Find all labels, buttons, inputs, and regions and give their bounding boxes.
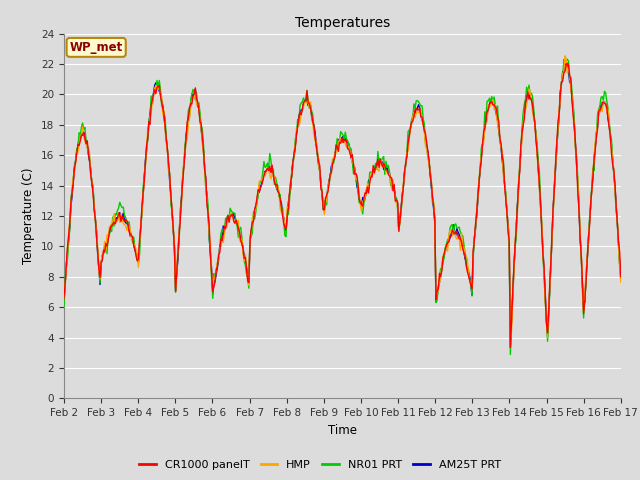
AM25T PRT <box>561 61 569 67</box>
CR1000 panelT <box>60 295 68 301</box>
CR1000 panelT <box>469 249 477 254</box>
CR1000 panelT <box>506 345 514 350</box>
NR01 PRT <box>295 122 303 128</box>
NR01 PRT <box>568 89 576 95</box>
CR1000 panelT <box>234 221 241 227</box>
AM25T PRT <box>617 277 625 283</box>
CR1000 panelT <box>372 165 380 170</box>
HMP <box>469 249 477 254</box>
HMP <box>568 93 576 98</box>
NR01 PRT <box>372 161 380 167</box>
NR01 PRT <box>563 56 571 62</box>
HMP <box>506 343 514 349</box>
AM25T PRT <box>506 344 514 350</box>
Y-axis label: Temperature (C): Temperature (C) <box>22 168 35 264</box>
HMP <box>399 196 406 202</box>
NR01 PRT <box>506 352 514 358</box>
HMP <box>372 166 380 172</box>
AM25T PRT <box>568 96 576 101</box>
NR01 PRT <box>399 193 406 199</box>
Line: AM25T PRT: AM25T PRT <box>64 64 621 347</box>
Text: WP_met: WP_met <box>70 41 123 54</box>
X-axis label: Time: Time <box>328 424 357 437</box>
Legend: CR1000 panelT, HMP, NR01 PRT, AM25T PRT: CR1000 panelT, HMP, NR01 PRT, AM25T PRT <box>135 456 505 474</box>
CR1000 panelT <box>568 97 576 103</box>
HMP <box>617 279 625 285</box>
CR1000 panelT <box>399 194 406 200</box>
NR01 PRT <box>617 272 625 278</box>
Line: CR1000 panelT: CR1000 panelT <box>64 63 621 348</box>
AM25T PRT <box>372 163 380 169</box>
HMP <box>60 294 68 300</box>
Title: Temperatures: Temperatures <box>295 16 390 30</box>
NR01 PRT <box>469 255 477 261</box>
CR1000 panelT <box>563 60 571 66</box>
NR01 PRT <box>234 223 241 229</box>
AM25T PRT <box>469 252 477 257</box>
NR01 PRT <box>60 303 68 309</box>
AM25T PRT <box>234 222 241 228</box>
CR1000 panelT <box>295 115 303 121</box>
AM25T PRT <box>60 298 68 303</box>
AM25T PRT <box>399 192 406 197</box>
Line: HMP: HMP <box>64 56 621 346</box>
CR1000 panelT <box>617 274 625 280</box>
HMP <box>234 219 241 225</box>
AM25T PRT <box>295 114 303 120</box>
Line: NR01 PRT: NR01 PRT <box>64 59 621 355</box>
HMP <box>561 53 569 59</box>
HMP <box>295 122 303 128</box>
